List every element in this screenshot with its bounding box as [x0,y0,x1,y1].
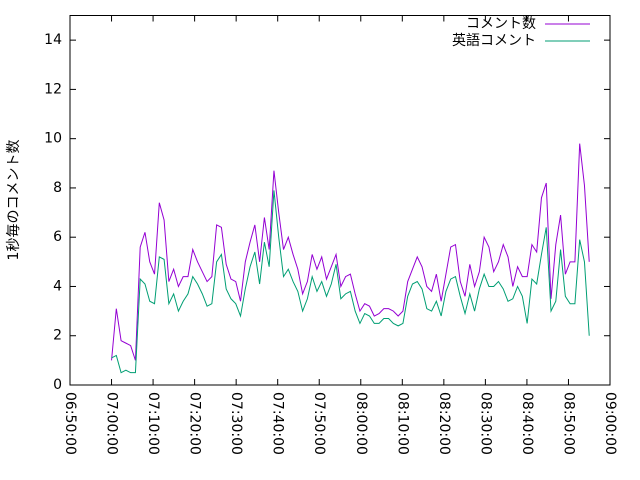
y-axis-label: 1秒毎のコメント数 [6,140,22,261]
x-tick-label: 07:50:00 [311,392,327,455]
legend-label: コメント数 [466,16,536,32]
x-tick-label: 09:00:00 [602,392,618,455]
x-tick-label: 07:40:00 [270,392,286,455]
series-line [111,143,590,361]
legend-label: 英語コメント [452,32,536,49]
y-tick-label: 0 [53,377,62,393]
y-tick-label: 4 [53,278,62,294]
x-tick-label: 07:10:00 [145,392,161,455]
x-tick-label: 08:40:00 [519,392,535,455]
x-tick-label: 08:10:00 [394,392,410,455]
x-tick-label: 08:20:00 [436,392,452,455]
x-tick-label: 07:20:00 [187,392,203,455]
x-tick-label: 07:30:00 [228,392,244,455]
y-tick-label: 10 [44,131,62,147]
x-tick-label: 06:50:00 [62,392,78,455]
x-tick-label: 08:50:00 [560,392,576,455]
y-tick-label: 2 [53,328,62,344]
plot-frame [69,15,611,386]
y-tick-label: 8 [53,180,62,196]
series-line [111,190,590,374]
x-tick-label: 08:00:00 [353,392,369,455]
y-tick-label: 6 [53,229,62,245]
x-tick-label: 07:00:00 [104,392,120,455]
x-tick-label: 08:30:00 [477,392,493,455]
y-tick-label: 12 [44,81,62,97]
y-tick-label: 14 [44,32,62,48]
